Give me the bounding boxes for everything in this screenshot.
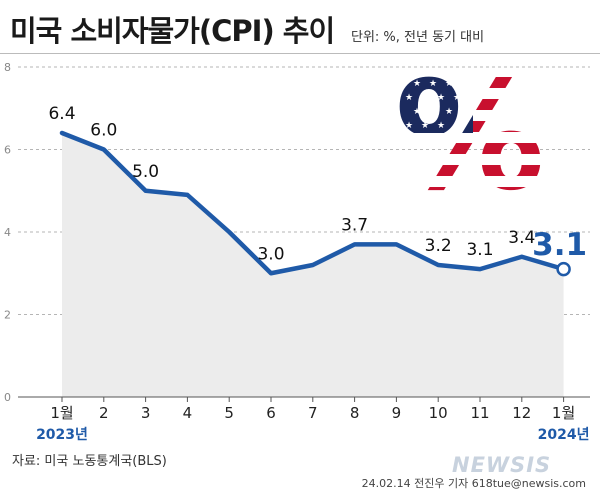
svg-text:★: ★ xyxy=(405,65,413,75)
axes: 1월 2 3 4 5 6 7 8 9 10 11 12 1월 2023년 2024년 xyxy=(18,396,590,443)
svg-text:★: ★ xyxy=(429,79,437,89)
title-divider xyxy=(0,53,600,54)
svg-text:★: ★ xyxy=(461,79,469,89)
x-tick-label: 2 xyxy=(99,404,109,422)
x-tick-label: 12 xyxy=(512,404,531,422)
cpi-line xyxy=(59,130,566,276)
svg-text:★: ★ xyxy=(437,65,445,75)
source-note: 자료: 미국 노동통계국(BLS) xyxy=(12,454,167,469)
chart-title: 미국 소비자물가(CPI) 추이 xyxy=(10,14,335,48)
y-tick-label: 8 xyxy=(4,61,11,74)
x-tick-label: 1월 xyxy=(50,404,73,422)
data-labels: 6.46.05.03.03.73.2 3.13.43.1 xyxy=(48,104,587,264)
percent-flag-icon: ★ ★ ★ ★ ★ ★ ★ ★ ★ ★ ★ ★ ★ ★ ★ ★ ★ ★ ★ ★ xyxy=(395,55,546,205)
svg-text:★: ★ xyxy=(413,79,421,89)
year-label: 2023년 xyxy=(36,427,88,443)
y-tick-label: 4 xyxy=(4,226,11,239)
newsis-watermark-logo: NEWSIS xyxy=(452,453,552,477)
year-label: 2024년 xyxy=(538,427,590,443)
x-tick-label: 1월 xyxy=(552,404,575,422)
data-label: 6.4 xyxy=(48,104,75,124)
svg-text:★: ★ xyxy=(445,107,453,117)
series-line xyxy=(59,130,566,276)
x-tick-label: 4 xyxy=(183,404,193,422)
svg-text:★: ★ xyxy=(421,93,429,103)
data-label: 3.2 xyxy=(425,236,452,256)
data-label: 5.0 xyxy=(132,162,159,182)
data-label: 3.7 xyxy=(341,215,368,235)
y-tick-label: 0 xyxy=(4,391,11,404)
x-tick-label: 5 xyxy=(224,404,234,422)
svg-text:★: ★ xyxy=(421,121,429,131)
x-tick-label: 3 xyxy=(141,404,151,422)
svg-text:★: ★ xyxy=(437,121,445,131)
svg-text:★: ★ xyxy=(405,121,413,131)
unit-note: 단위: %, 전년 동기 대비 xyxy=(351,30,485,45)
x-tick-label: 8 xyxy=(350,404,360,422)
data-label: 3.1 xyxy=(466,240,493,260)
svg-text:★: ★ xyxy=(445,79,453,89)
markers xyxy=(556,261,571,277)
svg-text:★: ★ xyxy=(453,121,461,131)
x-tick-label: 6 xyxy=(266,404,276,422)
svg-text:★: ★ xyxy=(453,93,461,103)
svg-text:★: ★ xyxy=(405,93,413,103)
x-tick-label: 10 xyxy=(429,404,448,422)
latest-point-marker xyxy=(556,261,571,277)
x-tick-label: 7 xyxy=(308,404,318,422)
svg-text:★: ★ xyxy=(429,107,437,117)
y-tick-label: 6 xyxy=(4,144,11,157)
latest-value-label: 3.1 xyxy=(532,227,587,263)
svg-text:★: ★ xyxy=(413,107,421,117)
data-label: 3.4 xyxy=(508,228,535,248)
credit-line: 24.02.14 전진우 기자 618tue@newsis.com xyxy=(361,477,586,490)
svg-text:★: ★ xyxy=(461,107,469,117)
x-tick-label: 9 xyxy=(392,404,402,422)
x-tick-label: 11 xyxy=(470,404,489,422)
y-tick-label: 2 xyxy=(4,309,11,322)
svg-text:★: ★ xyxy=(421,65,429,75)
svg-text:★: ★ xyxy=(437,93,445,103)
data-label: 3.0 xyxy=(257,244,284,264)
data-label: 6.0 xyxy=(90,121,117,141)
svg-text:★: ★ xyxy=(453,65,461,75)
